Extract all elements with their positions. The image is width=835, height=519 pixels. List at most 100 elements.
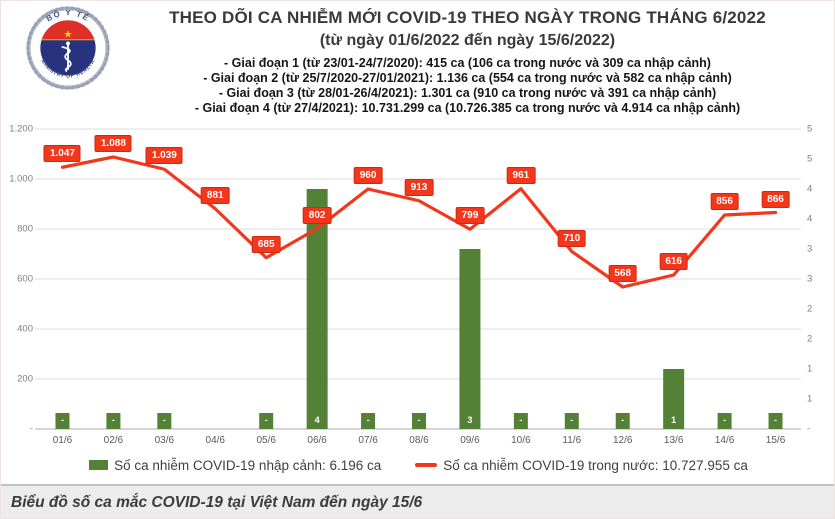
bar — [259, 413, 274, 429]
bar — [717, 413, 732, 429]
bar-label: - — [264, 415, 268, 425]
phase-summary-block: - Giai đoạn 1 (từ 23/01-24/7/2020): 415 … — [106, 56, 829, 116]
bar — [564, 413, 579, 429]
line-value-label: 961 — [506, 166, 536, 184]
bar-label: - — [162, 415, 166, 425]
y-axis-label-right: 2 — [807, 333, 813, 345]
x-axis-label: 02/6 — [103, 435, 124, 446]
ministry-of-health-logo: ★ BỘ Y TẾ MINISTRY OF HEALTH — [26, 6, 110, 90]
trend-line — [60, 155, 778, 289]
bar — [615, 413, 630, 429]
line-value-label: 616 — [659, 253, 688, 270]
line-value-label: 866 — [761, 190, 790, 208]
phase-2-line: - Giai đoạn 2 (từ 25/7/2020-27/01/2021):… — [203, 71, 732, 85]
y-axis-label-right: 4 — [807, 183, 813, 195]
phase-4-line: - Giai đoạn 4 (từ 27/4/2021): 10.731.299… — [194, 101, 741, 115]
phase-3-line: - Giai đoạn 3 (từ 28/01-26/4/2021): 1.30… — [218, 86, 717, 100]
y-axis-label-left: 200 — [17, 373, 33, 385]
bar-label: - — [417, 415, 421, 425]
bar-label: - — [570, 415, 574, 425]
y-axis-label-left: - — [29, 423, 33, 435]
phase-1-line: - Giai đoạn 1 (từ 23/01-24/7/2020): 415 … — [224, 56, 711, 70]
y-axis-label-right: 1 — [807, 393, 813, 405]
y-axis-label-left: 1.200 — [9, 123, 33, 135]
x-axis-label: 06/6 — [307, 435, 327, 446]
bar-label: 1 — [671, 415, 677, 425]
bar-label: - — [621, 415, 625, 425]
line-value-label: 1.047 — [43, 145, 81, 163]
bar — [361, 413, 376, 429]
x-axis-label: 11/6 — [562, 435, 582, 446]
legend-domestic-label: Số ca nhiễm COVID-19 trong nước: 10.727.… — [443, 457, 748, 473]
chart-title: THEO DÕI CA NHIỄM MỚI COVID-19 THEO NGÀY… — [169, 8, 766, 27]
x-axis-label: 07/6 — [358, 435, 378, 446]
star-icon: ★ — [63, 29, 72, 40]
y-axis-label-left: 400 — [17, 323, 33, 335]
legend-item-domestic: Số ca nhiễm COVID-19 trong nước: 10.727.… — [415, 458, 748, 473]
line-value-label: 802 — [302, 206, 332, 224]
line-value-label: 913 — [404, 178, 434, 196]
staff-of-asclepius-icon — [61, 41, 72, 72]
bar-label: - — [366, 415, 370, 425]
x-axis-label: 04/6 — [205, 435, 225, 446]
bar — [459, 249, 481, 429]
x-axis-label: 15/6 — [765, 435, 786, 446]
x-axis-label: 01/6 — [52, 435, 73, 446]
bar — [412, 413, 426, 429]
bar-label: - — [519, 415, 523, 425]
y-axis-label-right: 3 — [807, 243, 813, 255]
caption-bar: Biểu đồ số ca mắc COVID-19 tại Việt Nam … — [1, 484, 834, 518]
bar-label: - — [111, 415, 115, 425]
y-axis-label-right: 5 — [807, 153, 813, 165]
bar — [157, 413, 172, 429]
y-axis-label-left: 1.000 — [9, 173, 33, 185]
y-axis-label-right: - — [807, 423, 811, 435]
bar-label: - — [774, 415, 778, 425]
bar-label: 4 — [314, 415, 320, 425]
bar-label: - — [60, 415, 64, 425]
y-axis-label-left: 600 — [17, 273, 33, 285]
y-axis-label-right: 5 — [807, 123, 813, 135]
logo-red-segment — [41, 20, 95, 40]
x-axis-label: 12/6 — [612, 435, 633, 446]
red-line-swatch-icon — [415, 463, 438, 467]
bar-label: - — [723, 415, 727, 425]
legend: Số ca nhiễm COVID-19 nhập cảnh: 6.196 ca… — [1, 452, 834, 478]
x-axis-label: 10/6 — [511, 435, 531, 446]
bar — [768, 413, 783, 429]
x-axis-label: 14/6 — [714, 435, 735, 446]
x-axis-label: 13/6 — [663, 435, 684, 446]
bar — [306, 189, 328, 429]
line-value-label: 1.088 — [94, 135, 132, 152]
x-axis-label: 09/6 — [460, 435, 480, 446]
line-value-label: 685 — [251, 235, 281, 253]
header: THEO DÕI CA NHIỄM MỚI COVID-19 THEO NGÀY… — [106, 8, 829, 116]
y-axis-label-right: 2 — [807, 303, 813, 315]
line-value-label: 710 — [557, 229, 587, 247]
y-axis-label-left: 800 — [17, 223, 33, 235]
y-axis-label-right: 4 — [807, 213, 813, 225]
line-value-label: 856 — [710, 193, 739, 210]
x-axis-label: 08/6 — [409, 435, 429, 446]
line-value-label: 568 — [608, 265, 638, 282]
legend-item-imported: Số ca nhiễm COVID-19 nhập cảnh: 6.196 ca — [89, 458, 381, 473]
legend-imported-label: Số ca nhiễm COVID-19 nhập cảnh: 6.196 ca — [114, 457, 382, 473]
x-axis-label: 05/6 — [256, 435, 276, 446]
line-value-label: 799 — [455, 207, 485, 225]
chart-subtitle: (từ ngày 01/6/2022 đến ngày 15/6/2022) — [319, 32, 616, 49]
bar — [106, 413, 121, 429]
bar — [513, 413, 528, 429]
green-bar-swatch-icon — [89, 460, 109, 470]
line-value-label: 960 — [353, 167, 383, 184]
x-axis-label: 03/6 — [154, 435, 175, 446]
caption-text: Biểu đồ số ca mắc COVID-19 tại Việt Nam … — [11, 494, 423, 511]
bar-label: 3 — [467, 415, 473, 425]
line-value-label: 881 — [200, 186, 230, 204]
y-axis-label-right: 3 — [807, 273, 813, 285]
bar — [55, 413, 70, 429]
line-value-label: 1.039 — [145, 147, 183, 165]
y-axis-label-right: 1 — [807, 363, 813, 375]
bar — [663, 369, 685, 429]
